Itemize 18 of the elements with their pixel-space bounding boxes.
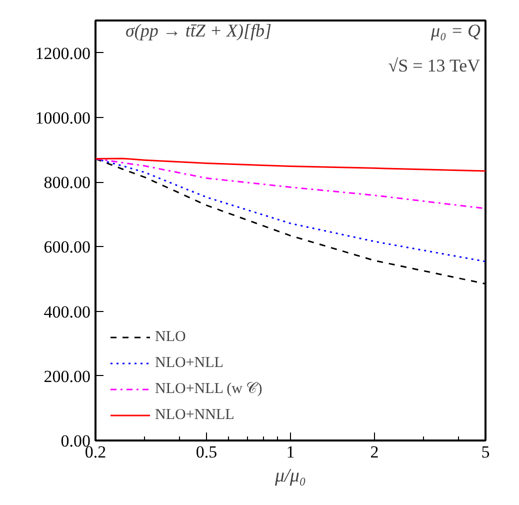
annotation: σ(pp → tt̄Z + X)[fb] <box>126 20 272 40</box>
x-axis-title: μ/μ₀ <box>274 466 306 486</box>
x-tick-label: 0.5 <box>196 442 218 462</box>
y-tick-label: 1000.00 <box>35 108 90 128</box>
legend-label: NLO+NLL (w 𝒞) <box>155 380 262 398</box>
y-tick-label: 600.00 <box>44 238 90 257</box>
legend-label: NLO <box>155 328 186 346</box>
legend-label: NLO+NNLL <box>155 406 234 424</box>
x-tick-label: 1 <box>286 442 295 462</box>
annotation: √S = 13 TeV <box>388 56 480 76</box>
y-tick-label: 800.00 <box>44 173 90 192</box>
x-tick-label: 5 <box>481 442 490 462</box>
annotation: μ₀ = Q <box>430 20 481 40</box>
y-tick-label: 1200.00 <box>35 44 90 63</box>
y-tick-label: 200.00 <box>44 366 90 386</box>
x-tick-label: 2 <box>370 442 379 462</box>
y-tick-label: 400.00 <box>44 302 90 322</box>
legend-label: NLO+NLL <box>155 354 224 372</box>
